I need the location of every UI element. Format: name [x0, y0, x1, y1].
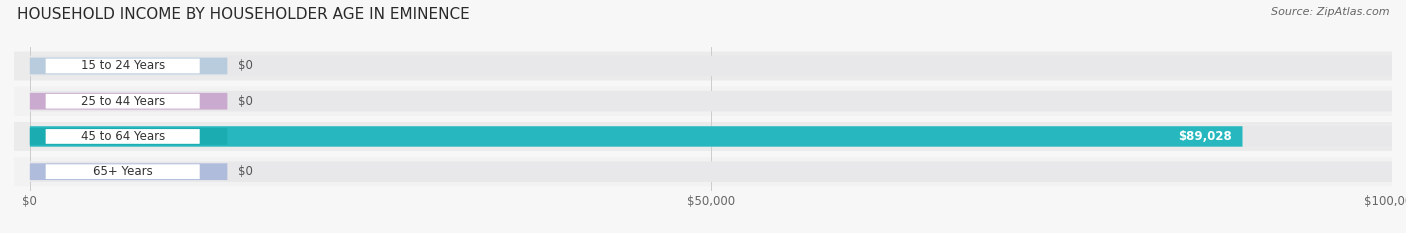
FancyBboxPatch shape — [30, 91, 1392, 111]
FancyBboxPatch shape — [14, 87, 1392, 116]
Text: $0: $0 — [238, 165, 253, 178]
FancyBboxPatch shape — [30, 126, 1392, 147]
FancyBboxPatch shape — [45, 59, 200, 73]
FancyBboxPatch shape — [30, 56, 1392, 76]
FancyBboxPatch shape — [14, 157, 1392, 186]
Text: $0: $0 — [238, 59, 253, 72]
Text: Source: ZipAtlas.com: Source: ZipAtlas.com — [1271, 7, 1389, 17]
FancyBboxPatch shape — [30, 126, 1243, 147]
Text: HOUSEHOLD INCOME BY HOUSEHOLDER AGE IN EMINENCE: HOUSEHOLD INCOME BY HOUSEHOLDER AGE IN E… — [17, 7, 470, 22]
FancyBboxPatch shape — [30, 128, 228, 145]
Text: $0: $0 — [238, 95, 253, 108]
Text: 15 to 24 Years: 15 to 24 Years — [80, 59, 165, 72]
Text: 65+ Years: 65+ Years — [93, 165, 153, 178]
Text: $89,028: $89,028 — [1178, 130, 1232, 143]
Text: 25 to 44 Years: 25 to 44 Years — [80, 95, 165, 108]
FancyBboxPatch shape — [14, 122, 1392, 151]
FancyBboxPatch shape — [30, 58, 228, 74]
FancyBboxPatch shape — [30, 93, 228, 110]
FancyBboxPatch shape — [45, 164, 200, 179]
FancyBboxPatch shape — [30, 161, 1392, 182]
Text: 45 to 64 Years: 45 to 64 Years — [80, 130, 165, 143]
FancyBboxPatch shape — [30, 163, 228, 180]
FancyBboxPatch shape — [45, 129, 200, 144]
FancyBboxPatch shape — [45, 94, 200, 109]
FancyBboxPatch shape — [14, 51, 1392, 80]
